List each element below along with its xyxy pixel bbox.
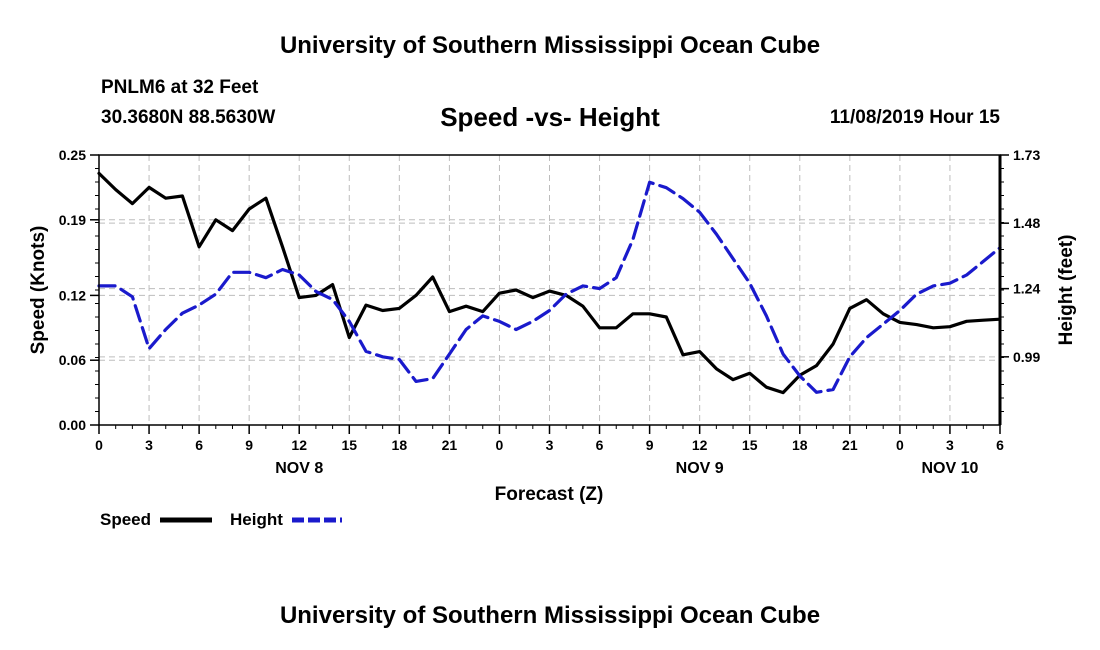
x-tick-label: 21 [842,437,858,453]
station-coordinates: 30.3680N 88.5630W [101,107,276,128]
x-tick-label: 9 [245,437,253,453]
y-axis-title: Speed (Knots) [28,226,49,355]
footer-title: University of Southern Mississippi Ocean… [279,602,821,629]
x-tick-label: 12 [291,437,307,453]
y-tick-label: 0.25 [59,147,86,163]
x-tick-label: 12 [692,437,708,453]
y2-tick-label: 0.99 [1013,349,1040,365]
legend-speed-label: Speed [100,510,151,529]
date-label: NOV 10 [921,460,978,477]
y2-tick-label: 1.48 [1013,215,1040,231]
y-tick-label: 0.00 [59,417,86,433]
date-label: NOV 9 [676,460,724,477]
height-series-line [97,180,1002,394]
x-tick-label: 6 [195,437,203,453]
y-tick-label: 0.19 [59,212,86,228]
x-tick-label: 18 [792,437,808,453]
x-tick-label: 3 [546,437,554,453]
chart-title: Speed -vs- Height [440,102,660,132]
legend: Speed Height [100,510,342,529]
page-title: University of Southern Mississippi Ocean… [279,32,821,59]
y2-tick-label: 1.24 [1013,281,1040,297]
speed-series-line [97,171,1002,395]
y2-tick-label: 1.73 [1013,147,1040,163]
legend-height-label: Height [230,510,283,529]
forecast-timestamp: 11/08/2019 Hour 15 [829,107,1000,128]
axis-labels: 0 3 6 9 12 15 18 21 0 3 6 9 12 15 18 21 0 3 6 NOV 8 NOV 9 NOV… [59,147,1041,477]
x-tick-label: 0 [896,437,904,453]
x-tick-label: 15 [742,437,758,453]
x-tick-label: 0 [496,437,504,453]
series [97,171,1002,395]
x-tick-label: 15 [341,437,357,453]
x-tick-label: 18 [392,437,408,453]
x-tick-label: 21 [442,437,458,453]
y-tick-label: 0.12 [59,287,86,303]
date-label: NOV 8 [275,460,323,477]
x-tick-label: 0 [95,437,103,453]
y-tick-label: 0.06 [59,352,86,368]
y2-axis-title: Height (feet) [1056,235,1077,346]
x-tick-label: 6 [596,437,604,453]
x-axis-title: Forecast (Z) [495,484,604,505]
x-tick-label: 6 [996,437,1004,453]
x-tick-label: 9 [646,437,654,453]
x-tick-label: 3 [946,437,954,453]
x-tick-label: 3 [145,437,153,453]
station-label: PNLM6 at 32 Feet [101,77,259,98]
